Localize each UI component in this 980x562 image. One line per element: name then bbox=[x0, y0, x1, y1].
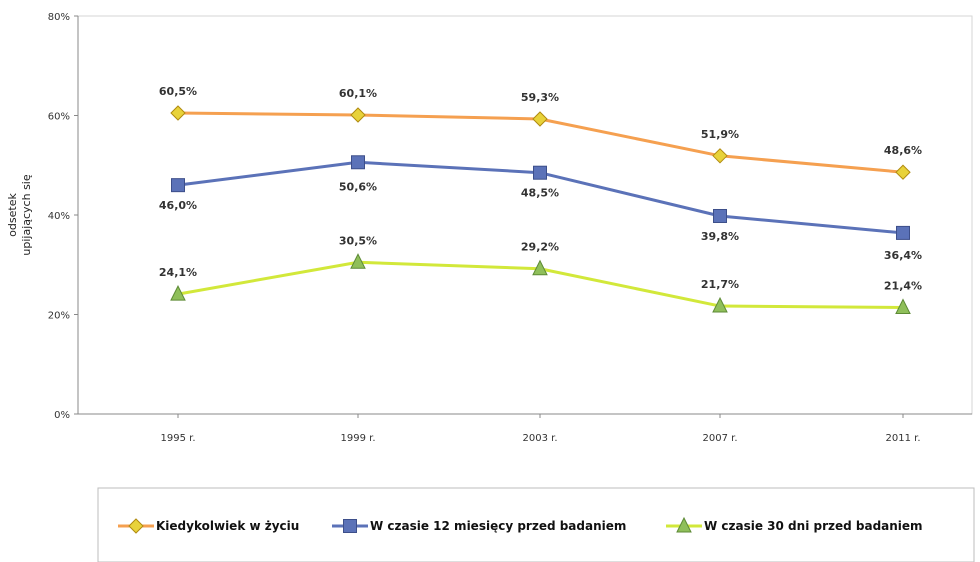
data-label: 48,5% bbox=[521, 187, 559, 200]
data-label: 50,6% bbox=[339, 180, 377, 193]
series-2: 46,0% 50,6% 48,5% 39,8% 36,4% bbox=[159, 155, 922, 262]
legend-item: W czasie 12 miesięcy przed badaniem bbox=[332, 519, 626, 533]
legend-item: Kiedykolwiek w życiu bbox=[118, 518, 299, 534]
data-label: 48,6% bbox=[884, 144, 922, 157]
data-point-marker bbox=[895, 298, 911, 315]
data-point-marker bbox=[532, 111, 548, 127]
plot-area-frame bbox=[77, 15, 973, 415]
data-point-marker bbox=[713, 208, 727, 223]
data-point-marker bbox=[171, 178, 185, 193]
legend-box bbox=[97, 487, 975, 562]
x-tick-label: 1999 r. bbox=[341, 433, 376, 444]
y-tick-label: 20% bbox=[48, 311, 70, 322]
data-point-marker bbox=[350, 253, 366, 269]
x-tick-label: 2007 r. bbox=[703, 433, 738, 444]
data-point-marker bbox=[533, 165, 547, 180]
data-point-marker bbox=[532, 259, 548, 276]
series-3: 24,1% 30,5% 29,2% 21,7% 21,4% bbox=[159, 234, 922, 315]
y-axis-title-line-1: odsetek bbox=[6, 193, 19, 237]
data-point-marker bbox=[350, 107, 366, 123]
y-tick-label: 0% bbox=[54, 410, 70, 421]
legend-label: W czasie 30 dni przed badaniem bbox=[704, 519, 923, 533]
legend-marker bbox=[343, 519, 357, 533]
y-tick-label: 60% bbox=[48, 112, 70, 123]
data-point-marker bbox=[170, 105, 186, 121]
data-label: 21,7% bbox=[701, 278, 739, 291]
y-axis-ticks: 0% 20% 40% 60% 80% bbox=[48, 12, 78, 421]
legend-item: W czasie 30 dni przed badaniem bbox=[666, 516, 923, 533]
data-label: 24,1% bbox=[159, 266, 197, 279]
y-axis-title-line-2: upijających się bbox=[20, 174, 33, 255]
x-tick-label: 1995 r. bbox=[161, 433, 196, 444]
series-1: 60,5% 60,1% 59,3% 51,9% 48,6% bbox=[159, 85, 922, 180]
x-tick-label: 2003 r. bbox=[523, 433, 558, 444]
legend: Kiedykolwiek w życiu W czasie 12 miesięcy… bbox=[118, 516, 923, 534]
data-label: 60,5% bbox=[159, 85, 197, 98]
data-label: 29,2% bbox=[521, 241, 559, 254]
data-label: 39,8% bbox=[701, 230, 739, 243]
y-tick-label: 40% bbox=[48, 211, 70, 222]
legend-marker bbox=[128, 518, 144, 534]
series-layer: 60,5% 60,1% 59,3% 51,9% 48,6% 46,0% 50,6% 48,5%… bbox=[159, 85, 922, 315]
data-point-marker bbox=[712, 148, 728, 164]
legend-label: W czasie 12 miesięcy przed badaniem bbox=[370, 519, 626, 533]
legend-marker bbox=[676, 516, 692, 533]
data-point-marker bbox=[896, 225, 910, 240]
y-tick-label: 80% bbox=[48, 12, 70, 23]
data-label: 36,4% bbox=[884, 249, 922, 262]
legend-label: Kiedykolwiek w życiu bbox=[156, 519, 299, 533]
x-axis-ticks: 1995 r. 1999 r. 2003 r. 2007 r. 2011 r. bbox=[161, 414, 921, 444]
data-label: 60,1% bbox=[339, 87, 377, 100]
data-label: 46,0% bbox=[159, 199, 197, 212]
data-point-marker bbox=[170, 284, 186, 301]
data-point-marker bbox=[712, 296, 728, 313]
data-label: 51,9% bbox=[701, 128, 739, 141]
data-point-marker bbox=[351, 155, 365, 170]
x-tick-label: 2011 r. bbox=[886, 433, 921, 444]
data-label: 59,3% bbox=[521, 91, 559, 104]
data-point-marker bbox=[895, 164, 911, 180]
data-label: 30,5% bbox=[339, 234, 377, 247]
data-label: 21,4% bbox=[884, 280, 922, 293]
